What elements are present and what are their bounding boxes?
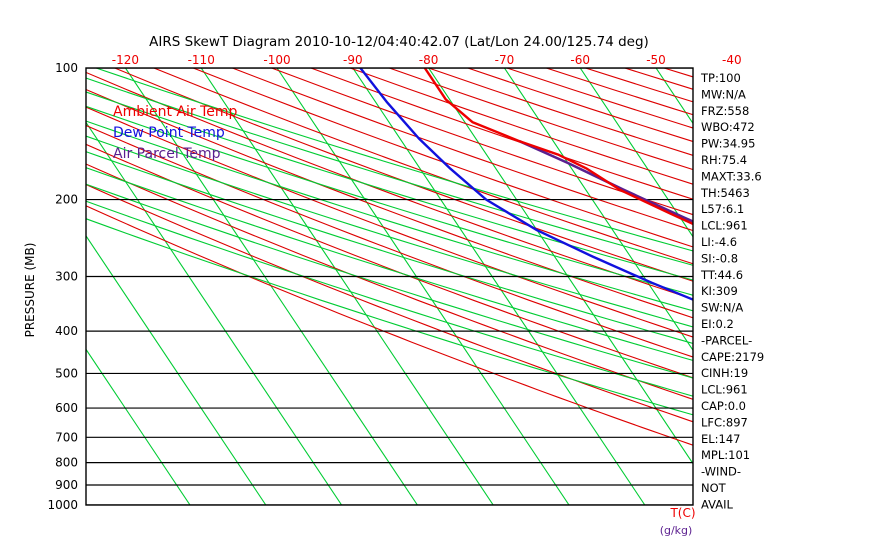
pressure-tick: 1000 [47, 498, 78, 512]
panel-item-12: TT:44.6 [700, 268, 743, 282]
panel-item-1: MW:N/A [701, 87, 746, 101]
pressure-tick: 500 [55, 366, 78, 380]
temp-tick-top: -70 [495, 53, 515, 67]
panel-item-13: KI:309 [701, 284, 738, 298]
panel-item-20: CAP:0.0 [701, 399, 746, 413]
panel-item-21: LFC:897 [701, 415, 748, 429]
panel-item-14: SW:N/A [701, 301, 743, 315]
curve-ambient-air-temp [423, 68, 693, 226]
pressure-tick: 200 [55, 193, 78, 207]
panel-item-18: CINH:19 [701, 366, 748, 380]
temp-tick-top: -50 [646, 53, 666, 67]
page-title: AIRS SkewT Diagram 2010-10-12/04:40:42.0… [149, 34, 649, 50]
pressure-tick: 400 [55, 324, 78, 338]
legend-item-0: Ambient Air Temp [113, 104, 238, 120]
panel-item-2: FRZ:558 [701, 104, 749, 118]
y-axis-label: PRESSURE (MB) [23, 243, 37, 338]
pressure-tick: 100 [55, 61, 78, 75]
panel-item-9: LCL:961 [701, 219, 748, 233]
temp-tick-top: -80 [419, 53, 439, 67]
panel-item-8: L57:6.1 [701, 202, 744, 216]
panel-item-16: -PARCEL- [701, 333, 752, 347]
panel-item-0: TP:100 [700, 71, 741, 85]
panel-item-23: MPL:101 [701, 448, 750, 462]
x-axis-label-mixing: (g/kg) [660, 524, 693, 537]
panel-item-4: PW:34.95 [701, 137, 755, 151]
x-axis-label-temp: T(C) [669, 506, 695, 520]
temp-tick-top: -110 [188, 53, 215, 67]
temp-tick-top: -40 [722, 53, 742, 67]
legend-item-2: Air Parcel Temp [113, 146, 221, 162]
temp-tick-top: -60 [570, 53, 590, 67]
temp-tick-top: -120 [112, 53, 139, 67]
panel-item-17: CAPE:2179 [701, 350, 764, 364]
pressure-tick: 700 [55, 430, 78, 444]
panel-item-26: AVAIL [701, 497, 734, 511]
panel-item-10: LI:-4.6 [701, 235, 737, 249]
panel-item-5: RH:75.4 [701, 153, 747, 167]
panel-item-6: MAXT:33.6 [701, 169, 762, 183]
pressure-tick: 800 [55, 456, 78, 470]
grid-lines [86, 68, 693, 505]
panel-item-7: TH:5463 [700, 186, 750, 200]
curve-dew-point-temp [359, 68, 693, 301]
legend-item-1: Dew Point Temp [113, 125, 225, 141]
panel-item-22: EL:147 [701, 432, 741, 446]
panel-item-24: -WIND- [701, 465, 741, 479]
curve-air-parcel-temp [518, 139, 693, 223]
panel-item-19: LCL:961 [701, 383, 748, 397]
pressure-tick: 300 [55, 270, 78, 284]
panel-item-3: WBO:472 [701, 120, 755, 134]
plot-frame [85, 67, 694, 506]
panel-item-15: EI:0.2 [701, 317, 734, 331]
pressure-tick: 900 [55, 478, 78, 492]
panel-item-11: SI:-0.8 [701, 251, 738, 265]
temp-tick-top: -90 [343, 53, 363, 67]
temp-tick-top: -100 [263, 53, 290, 67]
pressure-tick: 600 [55, 401, 78, 415]
panel-item-25: NOT [701, 481, 727, 495]
